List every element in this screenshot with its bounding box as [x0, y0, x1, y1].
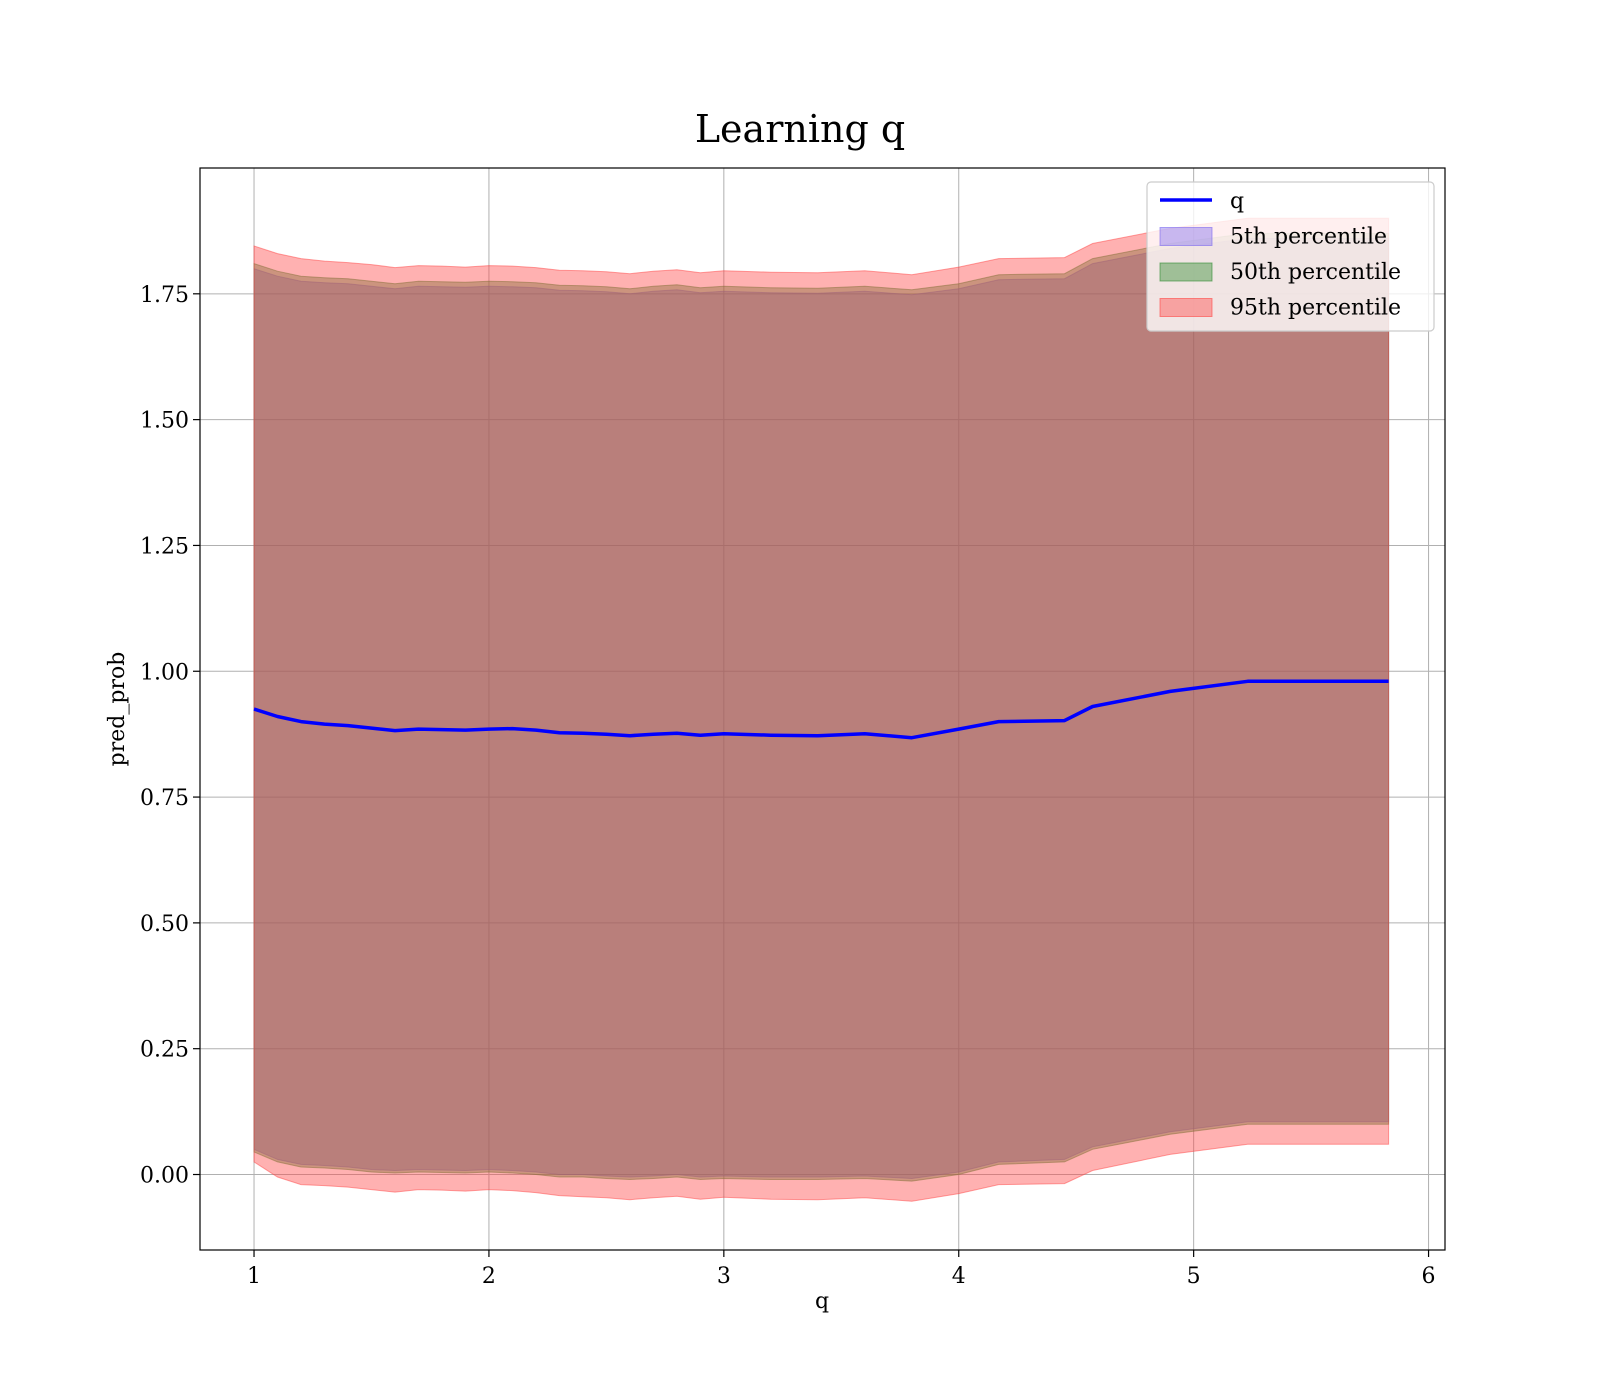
y-tick-label: 1.50	[140, 409, 189, 434]
legend-label: 95th percentile	[1230, 296, 1401, 321]
chart-title: Learning q	[695, 107, 905, 151]
y-tick-label: 0.00	[140, 1164, 189, 1189]
bands	[253, 217, 1390, 1202]
y-tick-label: 0.25	[140, 1038, 189, 1063]
legend-band-swatch	[1159, 227, 1213, 246]
legend-band-swatch	[1159, 298, 1213, 317]
legend-label: 50th percentile	[1230, 260, 1401, 285]
y-axis-label: pred_prob	[105, 652, 130, 767]
y-tick-label: 1.75	[140, 283, 189, 308]
x-axis-label: q	[815, 1289, 829, 1314]
plot-background	[200, 168, 1445, 1250]
y-tick-label: 1.00	[140, 660, 189, 685]
legend: q 5th percentile 50th percentile 95th perce…	[1146, 181, 1435, 332]
y-tick-label: 1.25	[140, 534, 189, 559]
x-ticks: 1 2 3 4 5 6	[247, 1250, 1436, 1289]
grid	[200, 168, 1445, 1250]
series-line-1	[253, 679, 1389, 740]
legend-label: 5th percentile	[1230, 225, 1387, 250]
legend-label: q	[1230, 189, 1244, 214]
x-tick-label: 4	[952, 1264, 966, 1289]
legend-band-swatch	[1159, 262, 1213, 282]
x-tick-label: 2	[482, 1264, 496, 1289]
x-tick-label: 5	[1187, 1264, 1201, 1289]
plot-frame	[199, 167, 1446, 1251]
x-tick-label: 3	[717, 1264, 731, 1289]
legend-box	[1146, 181, 1435, 332]
lines	[253, 679, 1389, 740]
y-tick-label: 0.50	[140, 912, 189, 937]
x-tick-label: 6	[1422, 1264, 1436, 1289]
band-3	[253, 217, 1390, 1202]
y-ticks: 0.00 0.25 0.50 0.75 1.00 1.25 1.50 1.75	[140, 283, 200, 1189]
x-tick-label: 1	[247, 1264, 261, 1289]
legend-items: q 5th percentile 50th percentile 95th perce…	[1159, 189, 1401, 321]
y-tick-label: 0.75	[140, 786, 189, 811]
plot-area	[199, 167, 1446, 1251]
